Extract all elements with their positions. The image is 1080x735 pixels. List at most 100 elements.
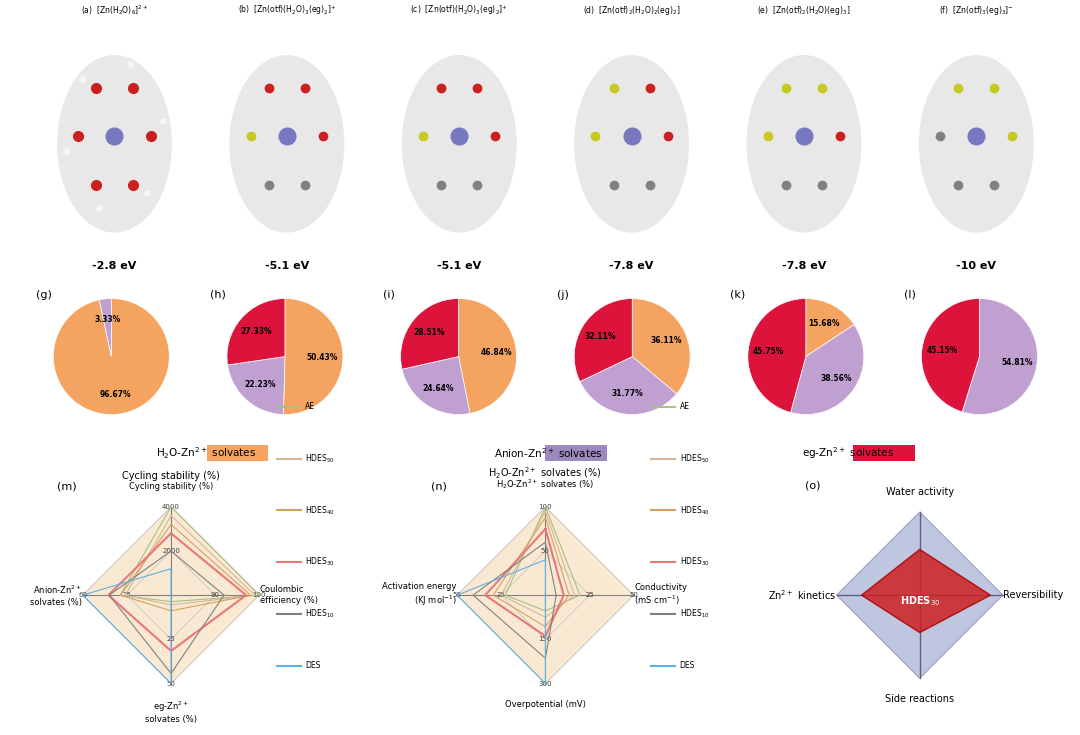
Text: Anion-Zn$^{2+}$
solvates (%): Anion-Zn$^{2+}$ solvates (%) — [30, 584, 82, 606]
Text: 46.84%: 46.84% — [481, 348, 512, 357]
Text: (a)  $[\mathrm{Zn(H_2O)_6}]^{2+}$: (a) $[\mathrm{Zn(H_2O)_6}]^{2+}$ — [81, 3, 148, 17]
Text: HDES$_{50}$: HDES$_{50}$ — [306, 452, 335, 465]
Text: DES: DES — [306, 662, 321, 670]
Text: Cycling stability (%): Cycling stability (%) — [129, 481, 213, 491]
Text: Activation energy
(KJ mol$^{-1}$): Activation energy (KJ mol$^{-1}$) — [382, 582, 457, 608]
Text: -5.1 eV: -5.1 eV — [265, 261, 309, 270]
Text: 36.11%: 36.11% — [650, 336, 683, 345]
Text: (m): (m) — [57, 481, 77, 491]
Text: 50.43%: 50.43% — [307, 353, 338, 362]
Text: Cycling stability (%): Cycling stability (%) — [122, 471, 220, 481]
Polygon shape — [457, 507, 634, 684]
Text: Anion-$\mathrm{Zn^{2+}}$ solvates: Anion-$\mathrm{Zn^{2+}}$ solvates — [494, 446, 603, 460]
Text: HDES$_{10}$: HDES$_{10}$ — [306, 608, 335, 620]
Text: 15.68%: 15.68% — [808, 319, 839, 328]
Text: HDES$_{30}$: HDES$_{30}$ — [306, 556, 335, 568]
Text: Water activity: Water activity — [886, 487, 954, 497]
Circle shape — [402, 55, 516, 232]
Text: 25: 25 — [497, 592, 505, 598]
Text: HDES$_{10}$: HDES$_{10}$ — [679, 608, 710, 620]
Text: 38.56%: 38.56% — [821, 374, 852, 383]
Text: 100: 100 — [539, 503, 552, 510]
Circle shape — [919, 55, 1034, 232]
Text: Reversibility: Reversibility — [1003, 590, 1064, 600]
Text: -10 eV: -10 eV — [956, 261, 997, 270]
Text: HDES$_{30}$: HDES$_{30}$ — [900, 594, 940, 608]
Text: 45.15%: 45.15% — [927, 346, 958, 355]
Text: 3.33%: 3.33% — [94, 315, 121, 323]
Polygon shape — [83, 507, 259, 684]
Text: 32.11%: 32.11% — [584, 332, 616, 341]
Text: -7.8 eV: -7.8 eV — [609, 261, 653, 270]
Circle shape — [575, 55, 689, 232]
Text: H$_2$O-Zn$^{2+}$ solvates (%): H$_2$O-Zn$^{2+}$ solvates (%) — [488, 466, 603, 481]
Wedge shape — [228, 356, 285, 415]
Text: 50: 50 — [541, 548, 550, 554]
Text: (l): (l) — [904, 290, 916, 300]
Wedge shape — [283, 298, 343, 415]
Circle shape — [229, 55, 345, 232]
Text: 31.77%: 31.77% — [611, 390, 644, 398]
Wedge shape — [53, 298, 170, 415]
Wedge shape — [99, 298, 111, 356]
Text: (n): (n) — [431, 481, 447, 491]
Text: HDES$_{40}$: HDES$_{40}$ — [679, 504, 710, 517]
Circle shape — [57, 55, 172, 232]
Text: (b)  $[\mathrm{Zn(otf)(H_2O)_3(eg)_2}]^{+}$: (b) $[\mathrm{Zn(otf)(H_2O)_3(eg)_2}]^{+… — [238, 3, 336, 17]
Text: 22.23%: 22.23% — [244, 380, 275, 390]
Text: (o): (o) — [806, 481, 821, 491]
Wedge shape — [747, 298, 806, 412]
Text: (c)  $[\mathrm{Zn(otf)(H_2O)_3(eg)_2}]^{+}$: (c) $[\mathrm{Zn(otf)(H_2O)_3(eg)_2}]^{+… — [410, 3, 508, 17]
Text: (k): (k) — [730, 290, 745, 300]
Text: 25: 25 — [122, 592, 132, 598]
Text: H$_2$O-Zn$^{2+}$ solvates (%): H$_2$O-Zn$^{2+}$ solvates (%) — [497, 477, 594, 491]
Text: 27.33%: 27.33% — [241, 327, 272, 337]
Text: HDES$_{30}$: HDES$_{30}$ — [679, 556, 710, 568]
FancyBboxPatch shape — [853, 445, 915, 461]
Text: 25: 25 — [166, 637, 175, 642]
Text: (h): (h) — [210, 290, 226, 300]
Text: eg-Zn$^{2+}$
solvates (%): eg-Zn$^{2+}$ solvates (%) — [145, 700, 197, 725]
Wedge shape — [791, 324, 864, 415]
Wedge shape — [806, 298, 854, 356]
Text: (f)  $[\mathrm{Zn(otf)_3(eg)_3}]^{-}$: (f) $[\mathrm{Zn(otf)_3(eg)_3}]^{-}$ — [939, 4, 1014, 17]
FancyBboxPatch shape — [207, 445, 268, 461]
Text: (e)  $[\mathrm{Zn(otf)_2(H_2O)(eg)_3}]$: (e) $[\mathrm{Zn(otf)_2(H_2O)(eg)_3}]$ — [757, 4, 851, 17]
Text: 54.81%: 54.81% — [1001, 358, 1032, 367]
Text: 150: 150 — [539, 637, 552, 642]
Text: Conductivity
(mS cm$^{-1}$): Conductivity (mS cm$^{-1}$) — [634, 583, 687, 607]
Text: AE: AE — [306, 402, 315, 411]
Text: 50: 50 — [166, 681, 175, 686]
Text: 45.75%: 45.75% — [753, 347, 784, 356]
Wedge shape — [921, 298, 980, 412]
Text: DES: DES — [679, 662, 696, 670]
Text: 28.51%: 28.51% — [414, 329, 445, 337]
Text: (g): (g) — [36, 290, 52, 300]
Wedge shape — [575, 298, 632, 381]
Text: 2000: 2000 — [162, 548, 180, 554]
Wedge shape — [227, 298, 285, 365]
Text: 4000: 4000 — [162, 503, 180, 510]
Text: -5.1 eV: -5.1 eV — [437, 261, 482, 270]
Text: 24.64%: 24.64% — [422, 384, 454, 392]
Text: eg-$\mathrm{Zn^{2+}}$ solvates: eg-$\mathrm{Zn^{2+}}$ solvates — [801, 445, 894, 461]
FancyBboxPatch shape — [545, 445, 607, 461]
Wedge shape — [580, 356, 677, 415]
Text: 90: 90 — [211, 592, 219, 598]
Text: (d)  $[\mathrm{Zn(otf)_2(H_2O)_2(eg)_2}]$: (d) $[\mathrm{Zn(otf)_2(H_2O)_2(eg)_2}]$ — [583, 4, 680, 17]
Text: Coulombic
efficiency (%): Coulombic efficiency (%) — [260, 586, 318, 605]
Wedge shape — [459, 298, 516, 413]
Text: Side reactions: Side reactions — [886, 694, 955, 703]
Text: Zn$^{2+}$ kinetics: Zn$^{2+}$ kinetics — [768, 588, 836, 602]
Polygon shape — [837, 512, 1003, 678]
Text: 96.67%: 96.67% — [99, 390, 131, 398]
Text: 50: 50 — [630, 592, 638, 598]
Wedge shape — [632, 298, 690, 394]
Text: 25: 25 — [585, 592, 594, 598]
Text: 50: 50 — [453, 592, 461, 598]
Text: 300: 300 — [539, 681, 552, 686]
Wedge shape — [402, 356, 470, 415]
Text: HDES$_{40}$: HDES$_{40}$ — [306, 504, 335, 517]
Polygon shape — [862, 550, 990, 633]
Text: 60: 60 — [78, 592, 87, 598]
